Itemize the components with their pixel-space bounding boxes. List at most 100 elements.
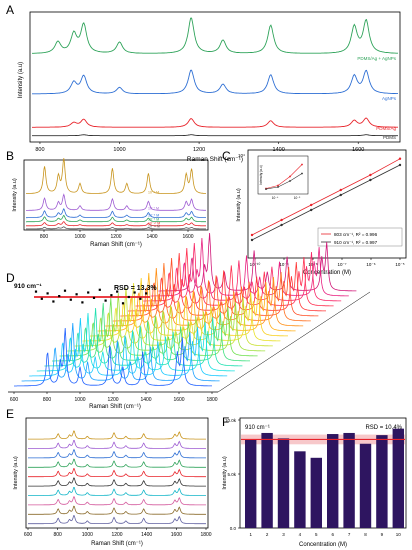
panel-c-inset-point: [277, 186, 279, 188]
panel-f-frame: [239, 417, 407, 529]
panel-c-fit-line: [251, 164, 401, 241]
panel-e-xlabel: Raman Shift (cm⁻¹): [91, 541, 143, 547]
panel-d-spectrum: [14, 327, 212, 387]
panel-b-series-line: [26, 208, 206, 219]
panel-d-spectrum: [21, 322, 220, 382]
panel-c-inset-ylabel: Intensity (a.u): [259, 165, 263, 184]
panel-b-series-line: [26, 221, 206, 227]
panel-f-bar: [376, 435, 388, 528]
panel-label-c: C: [222, 149, 231, 163]
panel-a: A Intensity (a.u) Raman Shift (cm⁻¹) 800…: [6, 3, 401, 163]
panel-d-inset-point: [87, 291, 90, 294]
panel-label-e: E: [6, 407, 14, 421]
panel-d-series: [14, 232, 357, 387]
panel-d-inset: 910 cm⁻¹ RSD = 13.3%: [14, 283, 157, 305]
panel-f-rsd: RSD = 10.4%: [365, 425, 402, 431]
panel-d-inset-point: [104, 299, 107, 302]
panel-c-x-tick-label: 10⁻⁹: [279, 262, 288, 267]
panel-d-inset-point: [81, 301, 84, 304]
panel-d-inset-point: [75, 293, 78, 296]
panel-c-legend-entry: 910 cm⁻¹, R² = 0.997: [334, 240, 378, 245]
panel-d-inset-point: [116, 290, 119, 293]
panel-c-point: [339, 188, 342, 192]
panel-c-point: [398, 157, 402, 160]
panel-c-point: [369, 173, 372, 177]
panel-a-tick-label: 1200: [193, 147, 205, 153]
panel-e-tick-label: 1600: [171, 532, 182, 538]
panel-f-bar: [310, 457, 322, 528]
panel-a-xlabel: Raman Shift (cm⁻¹): [187, 156, 243, 163]
panel-b-legend-entry: 10⁻⁹ M: [148, 218, 159, 222]
panel-b-legend-entry: 10⁻¹⁰ M: [148, 222, 160, 226]
panel-c-inset-point: [289, 175, 291, 178]
panel-b-tick-label: 800: [40, 234, 49, 240]
panel-b-series-line: [26, 214, 206, 223]
panel-c-legend-box: [317, 227, 403, 247]
panel-c-y-tick-label: 10⁴: [238, 153, 245, 158]
panel-c-inset: Intensity (a.u) 10⁻⁶ 10⁻⁵: [257, 155, 309, 200]
panel-c-inset-point: [301, 172, 303, 175]
panel-c-legend: 803 cm⁻¹, R² = 0.996 910 cm⁻¹, R² = 0.997: [317, 227, 403, 247]
panel-b-legend-entry: 10⁻¹¹ M: [148, 225, 160, 229]
panel-d-inset-point: [40, 297, 43, 300]
panel-f-bar: [261, 432, 273, 528]
panel-f-x-tick-label: 8: [364, 532, 367, 537]
panel-b-frame: [23, 159, 209, 231]
panel-c-point: [398, 163, 402, 167]
panel-label-d: D: [6, 271, 15, 285]
panel-label-b: B: [6, 149, 14, 163]
panel-f-x-tick-label: 9: [381, 532, 384, 537]
panel-d-inset-rsd: RSD = 13.3%: [114, 285, 157, 292]
panel-c-inset-line: [265, 173, 303, 190]
panel-a-x-ticks: 800 1000 1200 1400 1600: [35, 142, 364, 153]
panel-a-series-line: [32, 69, 398, 95]
panel-e-spectrum: [28, 515, 206, 525]
panel-e-spectrum: [28, 468, 206, 478]
panel-e-spectrum: [28, 496, 206, 506]
panel-e-tick-label: 1800: [200, 532, 211, 538]
panel-b-series-line: [26, 193, 206, 211]
panel-c-inset-line: [265, 164, 303, 189]
panel-a-tick-label: 1000: [113, 147, 125, 153]
panel-f-ylabel: Intensity (a.u): [222, 456, 228, 489]
panel-f-xlabel: Concentration (M): [299, 542, 347, 548]
panel-f-bar: [359, 443, 372, 528]
panel-a-series: [32, 17, 398, 137]
panel-a-frame: [29, 11, 401, 143]
panel-a-legend-entry: PDMS/Ag: [376, 126, 396, 131]
panel-c-x-tick-label: 10⁻⁶: [366, 262, 375, 267]
panel-d-inset-point: [58, 295, 61, 298]
panel-d-inset-point: [133, 291, 136, 294]
panel-d-inset-point: [69, 298, 72, 301]
panel-d-tick-label: 600: [10, 397, 19, 403]
panel-b-series: 10⁻⁶ M 10⁻⁷ M 10⁻⁸ M10⁻⁹ M10⁻¹⁰ M10⁻¹¹ M: [26, 158, 206, 230]
panel-d-inset-label: 910 cm⁻¹: [14, 283, 42, 290]
panel-d-tick-label: 1600: [173, 397, 184, 403]
panel-f-bar: [343, 432, 355, 528]
panel-c-point: [250, 238, 254, 242]
panel-a-legend-entry: PDMS/Ag + AgNPs: [357, 56, 396, 61]
panel-label-f: F: [222, 415, 229, 429]
panel-d-inset-point: [145, 292, 148, 295]
panel-b-legend-entry: 10⁻⁸ M: [148, 214, 159, 218]
panel-c-inset-point: [301, 163, 303, 166]
panel-f-label: 910 cm⁻¹: [245, 425, 270, 431]
panel-b-tick-label: 1000: [74, 234, 85, 240]
panel-c-point: [280, 218, 283, 222]
panel-c-point: [339, 193, 342, 197]
panel-e-x-ticks: 600 800 1000 1200 1400 1600 1800: [24, 528, 212, 538]
panel-d-inset-point: [34, 290, 38, 293]
panel-c-ylabel: Intensity (a.u): [236, 188, 242, 221]
panel-d-inset-point: [52, 300, 55, 303]
panel-a-ylabel: Intensity (a.u): [18, 62, 24, 98]
panel-f-bars: [241, 428, 405, 528]
panel-c-inset-point: [289, 180, 291, 182]
panel-c-x-tick-label: 10⁻⁵: [395, 262, 404, 267]
panel-f-x-tick-label: 3: [282, 532, 285, 537]
panel-e-spectrum: [28, 477, 206, 487]
panel-d-tick-label: 800: [43, 397, 52, 403]
panel-d: D 600 800 1000 1200 1400 1600 1800 910 cm⁻¹ RSD…: [6, 232, 371, 410]
panel-b-series-line: [26, 226, 206, 230]
panel-b-xlabel: Raman Shift (cm⁻¹): [90, 242, 142, 248]
panel-e-spectrum: [28, 486, 206, 496]
